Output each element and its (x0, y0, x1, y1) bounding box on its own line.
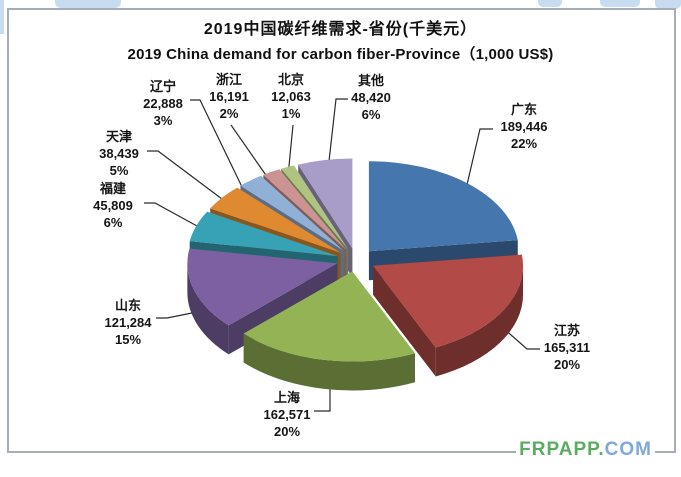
chart-title-zh: 2019中国碳纤维需求-省份(千美元） (203, 21, 478, 38)
slice-percent-label: 6% (361, 107, 381, 122)
slice-value-label: 162,571 (263, 407, 311, 422)
pie-slices (187, 158, 524, 391)
edge-artifact (600, 0, 640, 7)
edge-artifact (0, 0, 4, 34)
slice-top (373, 254, 524, 348)
edge-artifact (655, 0, 681, 9)
slice-top (281, 165, 349, 250)
slice-percent-label: 22% (510, 136, 538, 151)
slice-name-label: 山东 (114, 298, 141, 313)
pie-label-山东: 山东 121,284 15% (58, 297, 198, 348)
edge-artifact (55, 0, 121, 8)
slice-percent-label: 3% (153, 113, 173, 128)
slice-name-label: 辽宁 (149, 79, 176, 94)
slice-top (243, 271, 416, 362)
slice-value-label: 121,284 (104, 315, 152, 330)
site-watermark: FRPAPP.COM (516, 439, 655, 461)
slice-value-label: 22,888 (143, 96, 183, 111)
pie-slice (373, 254, 524, 377)
slice-top (240, 175, 344, 251)
slice-percent-label: 6% (103, 215, 123, 230)
leader-line (147, 150, 223, 200)
slice-percent-label: 15% (114, 332, 142, 347)
pie-label-上海: 上海 162,571 20% (217, 389, 357, 440)
slice-top (189, 211, 338, 257)
slice-wall (187, 263, 229, 355)
slice-percent-label: 20% (273, 424, 301, 439)
slice-name-label: 天津 (105, 129, 132, 144)
slice-cut-face (373, 265, 436, 377)
slice-value-label: 12,063 (271, 89, 311, 104)
slice-name-label: 广东 (510, 102, 537, 117)
leader-lines (144, 98, 540, 412)
slice-percent-label: 2% (219, 106, 239, 121)
leader-line (156, 310, 203, 319)
leader-line (327, 98, 348, 171)
slice-wall (243, 333, 416, 391)
pie-label-辽宁: 辽宁 22,888 3% (93, 78, 233, 129)
pie-label-江苏: 江苏 165,311 20% (497, 322, 637, 373)
slice-value-label: 45,809 (93, 198, 133, 213)
slice-percent-label: 5% (109, 163, 129, 178)
slice-name-label: 北京 (277, 72, 304, 87)
watermark-blue-text: COM (604, 439, 652, 460)
leader-line (230, 124, 271, 182)
slice-name-label: 浙江 (215, 72, 242, 87)
pie-slice (243, 271, 416, 391)
leader-line (144, 202, 198, 227)
slice-name-label: 其他 (357, 73, 384, 88)
leader-line (501, 326, 540, 350)
slice-top (187, 248, 338, 326)
leader-line (190, 99, 244, 190)
chart-title-en: 2019 China demand for carbon fiber-Provi… (127, 46, 554, 63)
slice-top (210, 187, 341, 253)
pie-label-广东: 广东 189,446 22% (454, 101, 594, 152)
slice-value-label: 165,311 (543, 340, 591, 355)
edge-artifact (538, 0, 562, 7)
watermark-green-text: FRPAPP. (519, 439, 605, 460)
slice-value-label: 48,420 (351, 90, 391, 105)
slice-percent-label: 1% (281, 106, 301, 121)
chart-title-block: 2019中国碳纤维需求-省份(千美元） 2019 China demand fo… (0, 15, 681, 64)
slice-top (263, 169, 347, 250)
slice-top (298, 158, 353, 249)
pie-label-浙江: 浙江 16,191 2% (159, 71, 299, 122)
pie-label-其他: 其他 48,420 6% (301, 72, 441, 123)
slice-top (368, 161, 518, 252)
slice-value-label: 189,446 (500, 119, 548, 134)
pie-label-福建: 福建 45,809 6% (43, 180, 183, 231)
leader-line (465, 128, 493, 190)
slice-value-label: 38,439 (99, 146, 139, 161)
pie-label-北京: 北京 12,063 1% (221, 71, 361, 122)
slice-wall (435, 265, 524, 377)
slice-name-label: 福建 (99, 181, 126, 196)
slice-value-label: 16,191 (209, 89, 249, 104)
pie-label-天津: 天津 38,439 5% (49, 128, 189, 179)
slice-name-label: 上海 (273, 390, 300, 405)
slice-percent-label: 20% (553, 357, 581, 372)
slice-name-label: 江苏 (553, 323, 580, 338)
